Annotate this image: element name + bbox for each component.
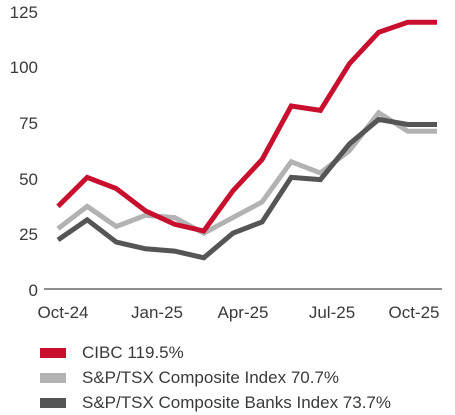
legend-label: S&P/TSX Composite Index 70.7% <box>82 367 340 387</box>
x-tick-label: Jan-25 <box>131 303 183 322</box>
y-tick-label: 50 <box>19 170 38 189</box>
series-line <box>56 109 437 237</box>
x-tick-label: Jul-25 <box>309 303 355 322</box>
y-tick-label: 100 <box>10 58 38 77</box>
legend-item-tsx-composite: S&P/TSX Composite Index 70.7% <box>40 365 391 390</box>
legend: CIBC 119.5% S&P/TSX Composite Index 70.7… <box>40 340 391 415</box>
legend-item-tsx-banks: S&P/TSX Composite Banks Index 73.7% <box>40 390 391 415</box>
legend-label: CIBC 119.5% <box>82 342 184 362</box>
y-axis: 125 100 75 50 25 0 <box>10 3 38 300</box>
x-tick-label: Oct-25 <box>388 303 439 322</box>
y-tick-label: 75 <box>19 114 38 133</box>
legend-swatch <box>40 397 66 408</box>
series-line <box>56 116 437 261</box>
legend-item-cibc: CIBC 119.5% <box>40 340 391 365</box>
y-tick-label: 125 <box>10 3 38 22</box>
x-tick-label: Apr-25 <box>217 303 268 322</box>
x-tick-label: Oct-24 <box>37 303 88 322</box>
series-line <box>56 19 437 234</box>
y-tick-label: 25 <box>19 225 38 244</box>
legend-swatch <box>40 347 66 358</box>
legend-label: S&P/TSX Composite Banks Index 73.7% <box>82 392 391 412</box>
x-axis: Oct-24 Jan-25 Apr-25 Jul-25 Oct-25 <box>37 303 439 322</box>
y-tick-label: 0 <box>29 281 38 300</box>
legend-swatch <box>40 372 66 383</box>
series-layer <box>56 19 437 261</box>
